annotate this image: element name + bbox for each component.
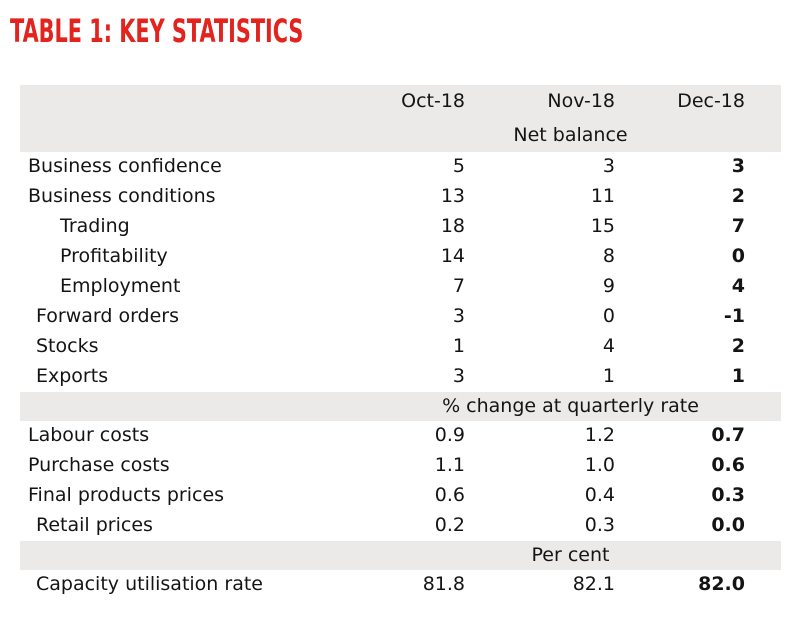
row-label: Capacity utilisation rate xyxy=(36,574,263,596)
value-cell: 0.7 xyxy=(711,425,745,447)
value-cell: 3 xyxy=(452,366,465,388)
value-cell: 81.8 xyxy=(422,574,465,596)
row-label: Retail prices xyxy=(36,515,153,537)
band-label: Per cent xyxy=(531,544,610,566)
value-cell: 9 xyxy=(602,276,615,298)
row-label: Purchase costs xyxy=(28,455,170,477)
row-label: Business conditions xyxy=(28,186,216,208)
row-label: Final products prices xyxy=(28,485,225,507)
value-cell: 0.0 xyxy=(711,515,745,537)
table-header-band: Oct-18 Nov-18 Dec-18 Net balance xyxy=(20,85,781,152)
value-cell: 1.0 xyxy=(584,455,615,477)
section-band-net-balance: Net balance xyxy=(20,119,781,152)
column-header-dec: Dec-18 xyxy=(677,91,745,113)
column-header-nov: Nov-18 xyxy=(547,91,615,113)
value-cell: 82.1 xyxy=(572,574,615,596)
value-cell: 18 xyxy=(440,216,465,238)
band-label: Net balance xyxy=(513,124,628,146)
value-cell: 11 xyxy=(590,186,615,208)
table-row: Business conditions 13 11 2 xyxy=(20,182,781,212)
table-row: Final products prices 0.6 0.4 0.3 xyxy=(20,481,781,511)
key-statistics-table: Oct-18 Nov-18 Dec-18 Net balance Busines… xyxy=(20,85,781,600)
value-cell: 14 xyxy=(440,246,465,268)
value-cell: 0.9 xyxy=(434,425,465,447)
value-cell: 0.2 xyxy=(434,515,465,537)
row-label: Business confidence xyxy=(28,156,222,178)
value-cell: 4 xyxy=(602,336,615,358)
value-cell: 4 xyxy=(731,276,745,298)
value-cell: 7 xyxy=(731,216,745,238)
value-cell: 3 xyxy=(452,306,465,328)
value-cell: 15 xyxy=(590,216,615,238)
value-cell: 8 xyxy=(602,246,615,268)
row-label: Exports xyxy=(36,366,109,388)
table-row: Employment 7 9 4 xyxy=(20,272,781,302)
table-row: Trading 18 15 7 xyxy=(20,212,781,242)
value-cell: 1.2 xyxy=(584,425,615,447)
table-row: Profitability 14 8 0 xyxy=(20,242,781,272)
section-band: Per cent xyxy=(20,541,781,570)
value-cell: 2 xyxy=(731,336,745,358)
row-label: Profitability xyxy=(60,246,168,268)
column-header-row: Oct-18 Nov-18 Dec-18 xyxy=(20,85,781,119)
row-label: Forward orders xyxy=(36,306,180,328)
value-cell: 3 xyxy=(602,156,615,178)
row-label: Employment xyxy=(60,276,181,298)
table-row: Purchase costs 1.1 1.0 0.6 xyxy=(20,451,781,481)
value-cell: 1 xyxy=(452,336,465,358)
band-label: % change at quarterly rate xyxy=(442,395,699,417)
table-title: TABLE 1: KEY STATISTICS xyxy=(10,12,304,50)
value-cell: 0.4 xyxy=(584,485,615,507)
section-band: % change at quarterly rate xyxy=(20,392,781,421)
table-row: Labour costs 0.9 1.2 0.7 xyxy=(20,421,781,451)
value-cell: 2 xyxy=(731,186,745,208)
table-row: Business confidence 5 3 3 xyxy=(20,152,781,182)
value-cell: 0 xyxy=(731,246,745,268)
table-row: Retail prices 0.2 0.3 0.0 xyxy=(20,511,781,541)
row-label: Trading xyxy=(60,216,130,238)
value-cell: 0 xyxy=(602,306,615,328)
table-row: Stocks 1 4 2 xyxy=(20,332,781,362)
value-cell: 82.0 xyxy=(698,574,745,596)
value-cell: 7 xyxy=(452,276,465,298)
value-cell: 1 xyxy=(602,366,615,388)
value-cell: -1 xyxy=(723,306,745,328)
table-row: Forward orders 3 0 -1 xyxy=(20,302,781,332)
value-cell: 1.1 xyxy=(434,455,465,477)
table-body: Business confidence 5 3 3 Business condition… xyxy=(20,152,781,600)
value-cell: 0.6 xyxy=(434,485,465,507)
value-cell: 0.6 xyxy=(711,455,745,477)
table-row: Capacity utilisation rate 81.8 82.1 82.0 xyxy=(20,570,781,600)
column-header-oct: Oct-18 xyxy=(401,91,465,113)
value-cell: 5 xyxy=(452,156,465,178)
value-cell: 1 xyxy=(731,366,745,388)
row-label: Stocks xyxy=(36,336,99,358)
table-row: Exports 3 1 1 xyxy=(20,362,781,392)
value-cell: 13 xyxy=(440,186,465,208)
row-label: Labour costs xyxy=(28,425,150,447)
value-cell: 3 xyxy=(731,156,745,178)
value-cell: 0.3 xyxy=(584,515,615,537)
value-cell: 0.3 xyxy=(711,485,745,507)
